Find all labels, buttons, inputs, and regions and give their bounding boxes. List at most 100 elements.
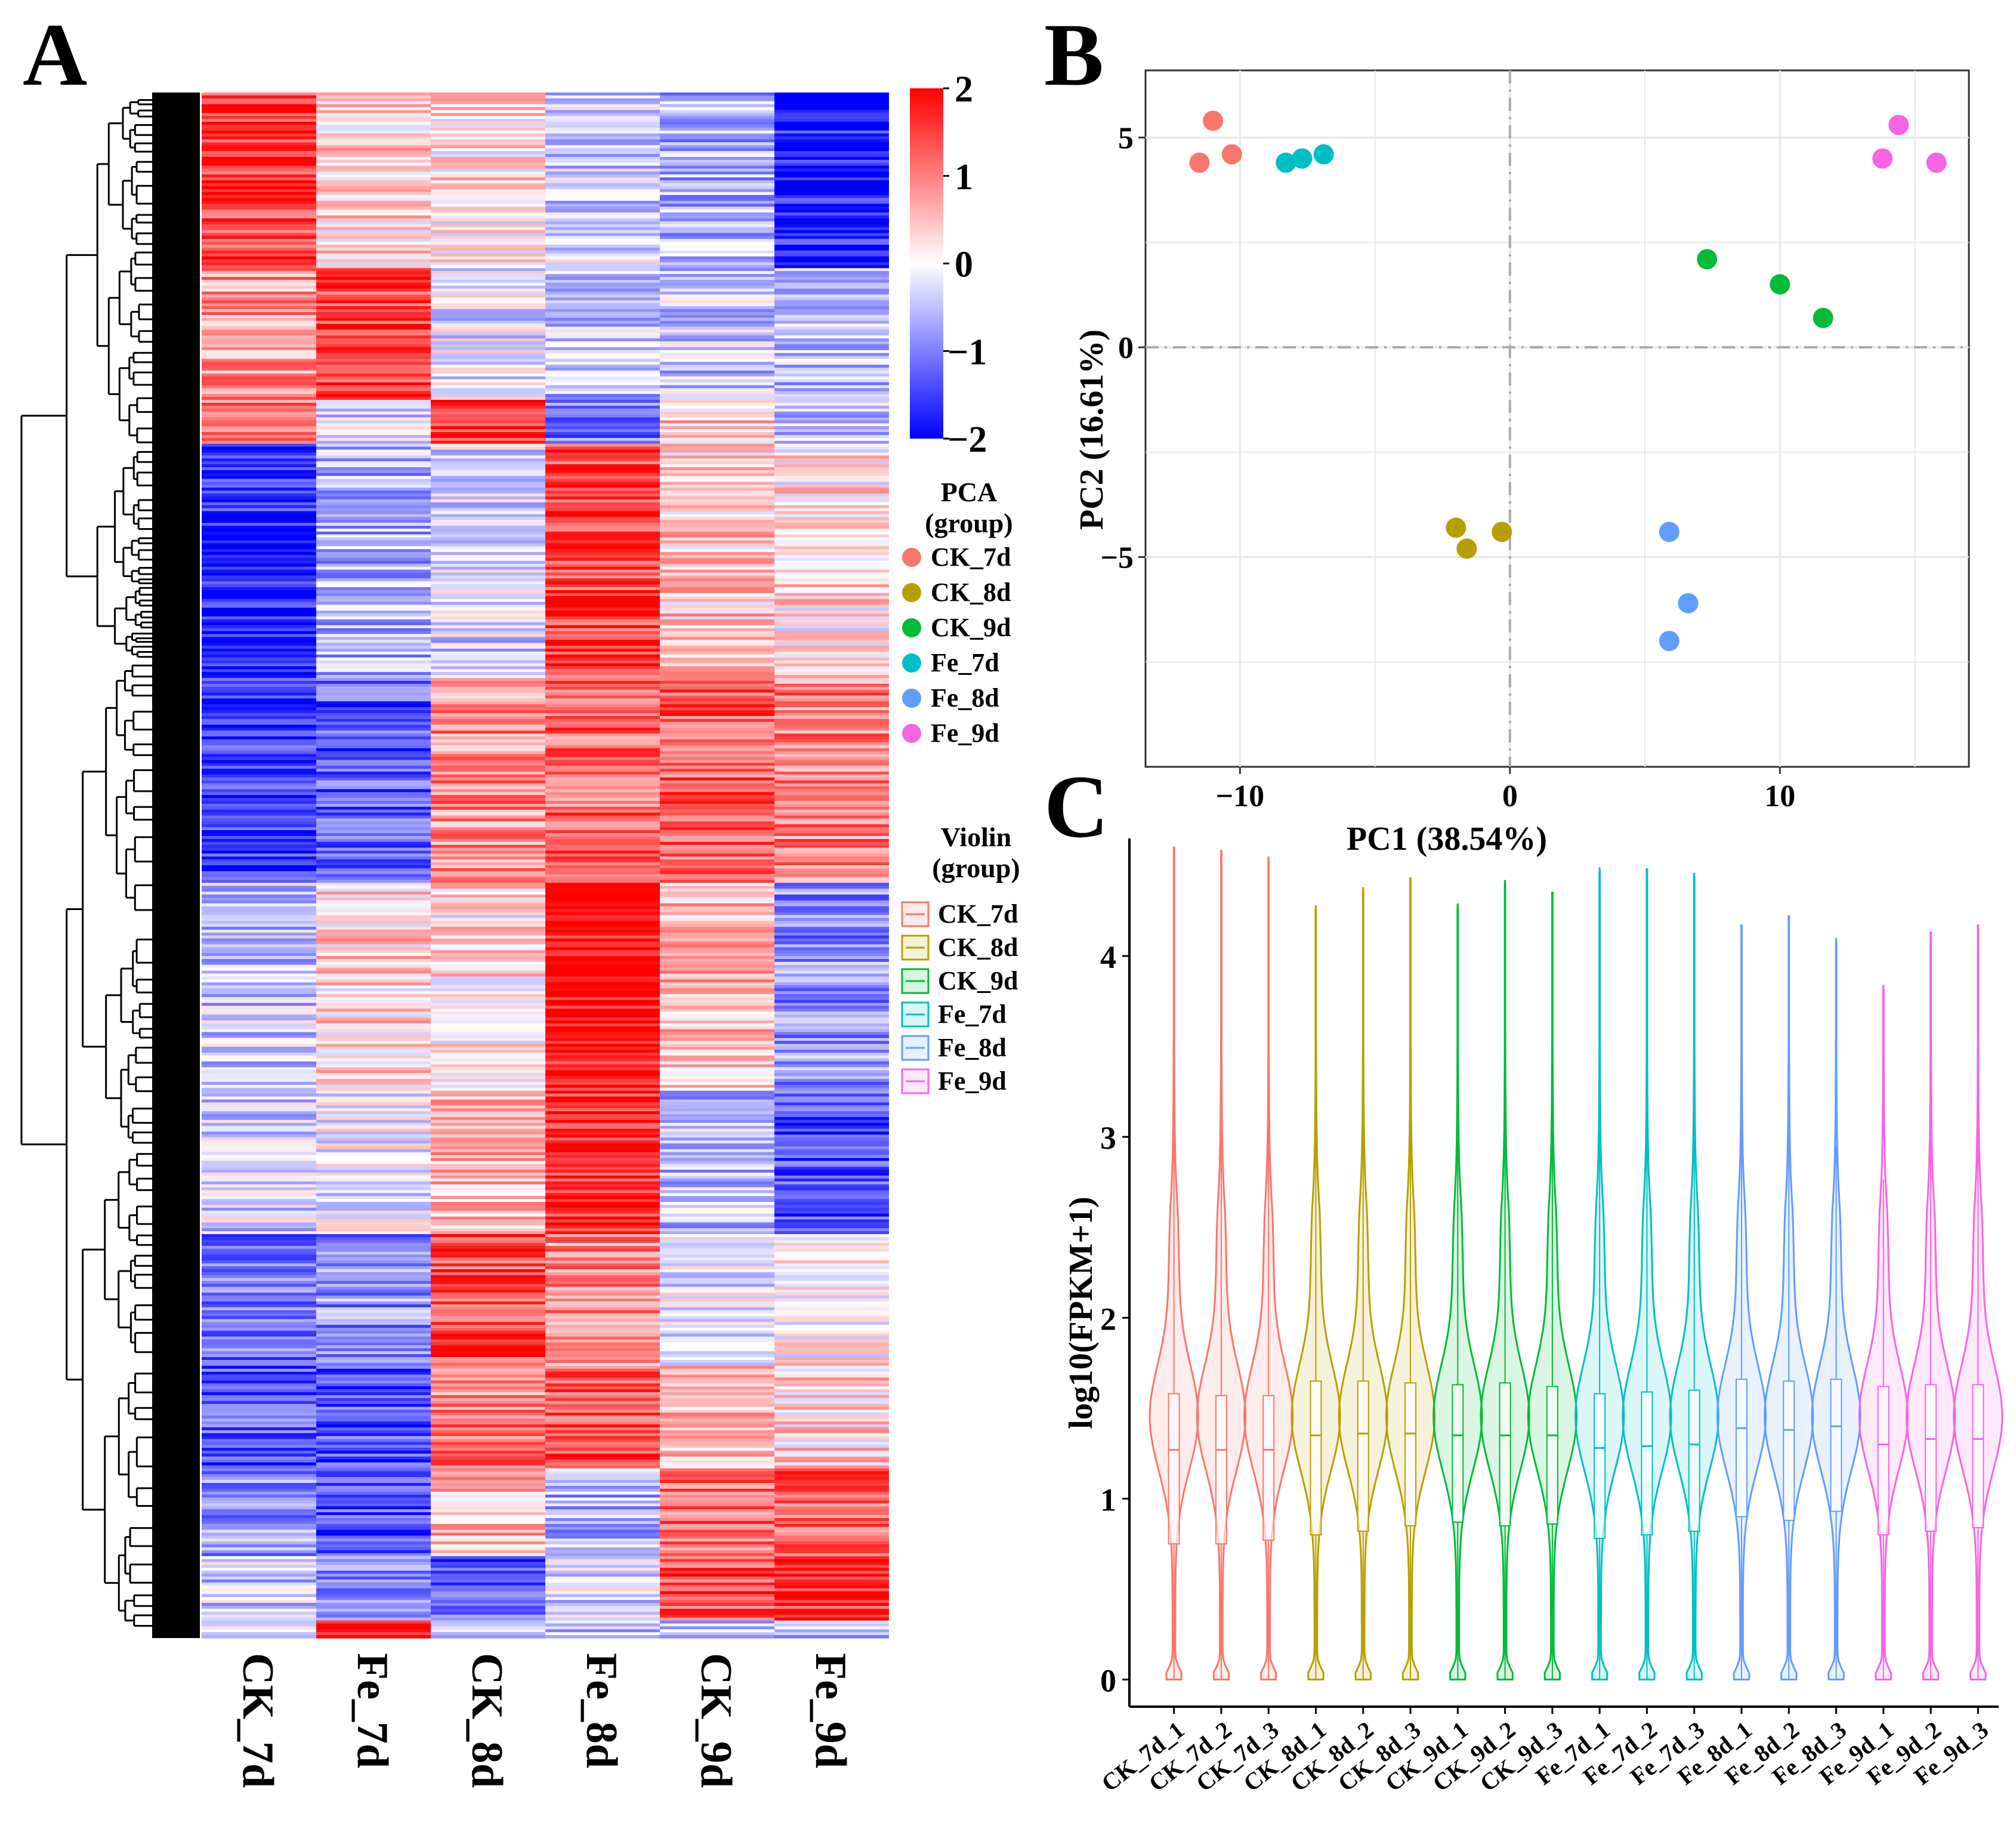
heatmap-cell: [202, 525, 316, 529]
heatmap-cell: [316, 122, 431, 125]
heatmap-cell: [774, 906, 889, 910]
heatmap-cell: [431, 461, 545, 465]
heatmap-cell: [545, 686, 660, 690]
heatmap-cell: [774, 924, 889, 927]
heatmap-cell: [431, 1608, 545, 1612]
heatmap-cell: [431, 227, 545, 231]
heatmap-cell: [202, 476, 316, 480]
heatmap-cell: [202, 1008, 316, 1012]
heatmap-cell: [316, 1050, 431, 1053]
heatmap-cell: [431, 1559, 545, 1563]
heatmap-cell: [660, 92, 774, 96]
heatmap-cell: [202, 929, 316, 933]
heatmap-cell: [316, 156, 431, 161]
heatmap-cell: [202, 1164, 316, 1167]
heatmap-cell: [545, 918, 660, 921]
heatmap-cell: [545, 1494, 660, 1498]
heatmap-cell: [774, 408, 889, 412]
heatmap-cell: [316, 142, 431, 146]
heatmap-cell: [316, 491, 431, 494]
heatmap-cell: [316, 1128, 431, 1132]
heatmap-cell: [545, 915, 660, 918]
heatmap-cell: [545, 317, 660, 322]
heatmap-cell: [202, 1325, 316, 1328]
heatmap-cell: [202, 323, 316, 328]
heatmap-cell: [431, 909, 545, 913]
heatmap-cell: [316, 1319, 431, 1322]
heatmap-cell: [774, 868, 889, 872]
heatmap-cell: [316, 1565, 431, 1568]
heatmap-cell: [431, 886, 545, 889]
heatmap-cell: [316, 631, 431, 635]
heatmap-cell: [660, 1360, 774, 1364]
heatmap-cell: [774, 1196, 889, 1199]
heatmap-cell: [202, 1122, 316, 1127]
heatmap-cell: [431, 1550, 545, 1554]
heatmap-cell: [545, 944, 660, 948]
heatmap-cell: [431, 168, 545, 172]
heatmap-cell: [316, 1362, 431, 1367]
heatmap-cell: [316, 224, 431, 228]
heatmap-cell: [774, 651, 889, 655]
heatmap-cell: [545, 1559, 660, 1563]
heatmap-cell: [774, 485, 889, 488]
heatmap-cell: [660, 171, 774, 175]
heatmap-cell: [316, 1506, 431, 1510]
heatmap-cell: [774, 798, 889, 801]
heatmap-cell: [774, 332, 889, 336]
heatmap-cell: [202, 1459, 316, 1463]
heatmap-cell: [431, 581, 545, 585]
heatmap-cell: [774, 1245, 889, 1250]
heatmap-cell: [431, 1380, 545, 1384]
heatmap-cell: [545, 634, 660, 637]
heatmap-cell: [660, 1011, 774, 1015]
heatmap-cell: [202, 1407, 316, 1410]
heatmap-cell: [774, 970, 889, 974]
heatmap-cell: [774, 1190, 889, 1193]
heatmap-cell: [660, 599, 774, 603]
heatmap-cell: [660, 1035, 774, 1039]
heatmap-cell: [774, 698, 889, 702]
heatmap-cell: [545, 525, 660, 529]
heatmap-cell: [202, 1199, 316, 1202]
heatmap-cell: [774, 1571, 889, 1574]
heatmap-cell: [774, 1342, 889, 1346]
heatmap-cell: [431, 903, 545, 907]
heatmap-cell: [431, 818, 545, 822]
heatmap-cell: [545, 1038, 660, 1041]
heatmap-cell: [316, 277, 431, 280]
heatmap-cell: [774, 754, 889, 758]
heatmap-cell: [316, 1529, 431, 1534]
heatmap-cell: [316, 1119, 431, 1124]
heatmap-cell: [660, 1453, 774, 1457]
heatmap-cell: [202, 1436, 316, 1440]
heatmap-cell: [774, 745, 889, 749]
heatmap-cell: [774, 1565, 889, 1568]
heatmap-cell: [660, 1178, 774, 1182]
heatmap-cell: [316, 1623, 431, 1627]
heatmap-cell: [316, 871, 431, 875]
heatmap-cell: [431, 1102, 545, 1106]
heatmap-cell: [774, 1187, 889, 1191]
heatmap-cell: [660, 95, 774, 99]
heatmap-cell: [202, 332, 316, 336]
heatmap-cell: [202, 265, 316, 269]
heatmap-cell: [545, 414, 660, 418]
heatmap-cell: [202, 835, 316, 840]
heatmap-cell: [660, 730, 774, 734]
heatmap-cell: [774, 227, 889, 231]
heatmap-cell: [431, 613, 545, 617]
heatmap-cell: [660, 619, 774, 623]
heatmap-cell: [431, 1073, 545, 1077]
heatmap-cell: [202, 672, 316, 676]
heatmap-cell: [774, 376, 889, 380]
heatmap-cell: [660, 1503, 774, 1507]
heatmap-cell: [431, 1087, 545, 1091]
heatmap-cell: [660, 1128, 774, 1132]
heatmap-cell: [774, 1003, 889, 1007]
heatmap-cell: [202, 1284, 316, 1287]
heatmap-cell: [202, 613, 316, 617]
heatmap-cell: [431, 1404, 545, 1408]
heatmap-cell: [545, 1216, 660, 1220]
heatmap-cell: [202, 733, 316, 737]
